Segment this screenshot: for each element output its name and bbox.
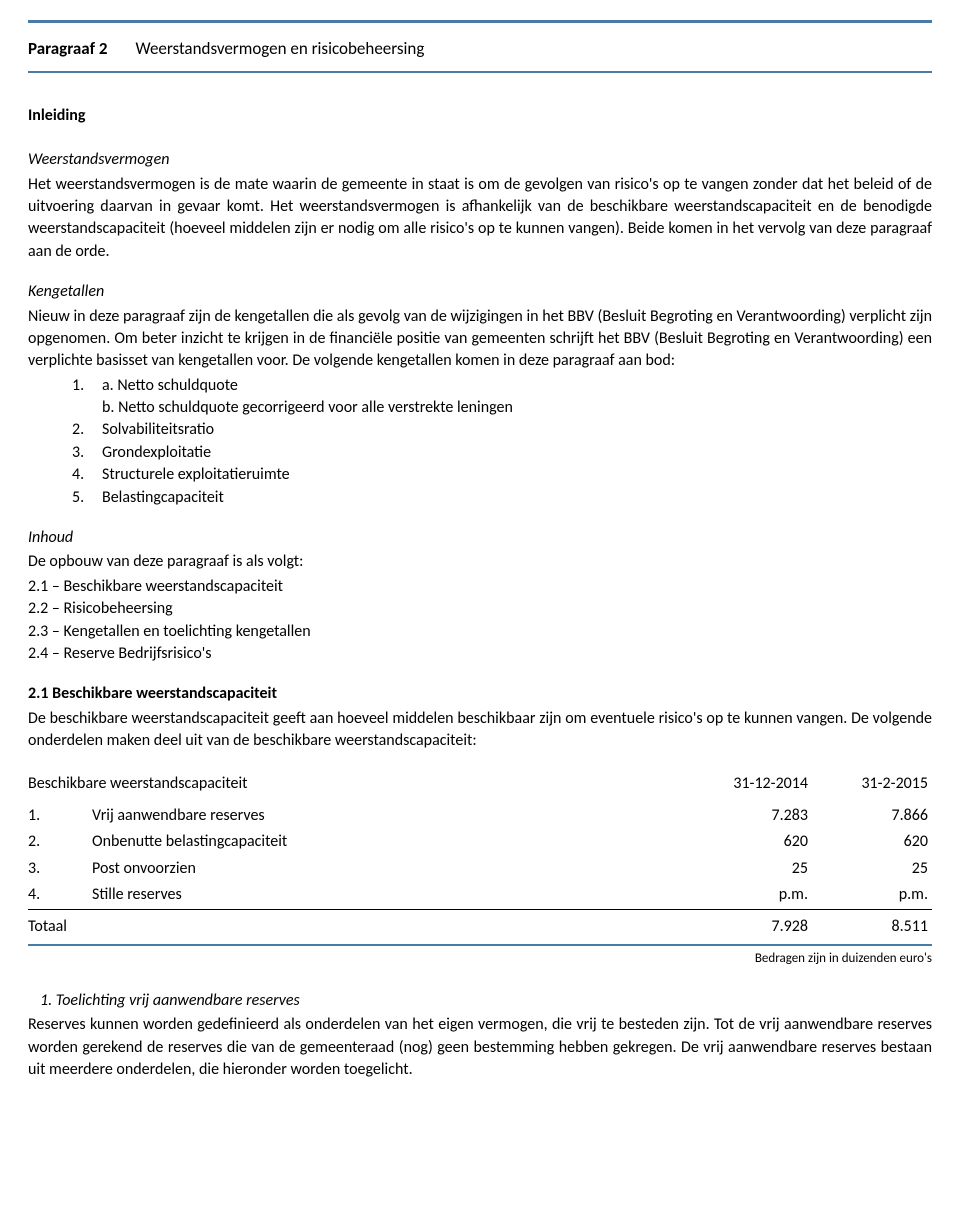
section-label: Paragraaf 2 xyxy=(28,37,107,61)
toelichting1-heading: 1. Toelichting vrij aanwendbare reserves xyxy=(28,990,932,1012)
section-title: Weerstandsvermogen en risicobeheersing xyxy=(135,37,424,61)
row-label: Post onvoorzien xyxy=(88,856,692,882)
row-v1: 25 xyxy=(692,856,812,882)
table-col1: 31-12-2014 xyxy=(692,771,812,803)
row-label: Onbenutte belastingcapaciteit xyxy=(88,829,692,855)
list-label: Solvabiliteitsratio xyxy=(102,419,214,441)
table-row: 3. Post onvoorzien 25 25 xyxy=(28,856,932,882)
inhoud-list: 2.1 – Beschikbare weerstandscapaciteit 2… xyxy=(28,576,932,666)
row-v1: 7.283 xyxy=(692,803,812,829)
table-divider-blue xyxy=(28,945,932,946)
list-item-sub: b. Netto schuldquote gecorrigeerd voor a… xyxy=(72,397,932,419)
table-total-row: Totaal 7.928 8.511 xyxy=(28,910,932,945)
toelichting1-body: Reserves kunnen worden gedefinieerd als … xyxy=(28,1014,932,1081)
inleiding-heading: Inleiding xyxy=(28,105,932,127)
row-v2: 7.866 xyxy=(812,803,932,829)
list-item: 2. Solvabiliteitsratio xyxy=(72,419,932,441)
row-v1: p.m. xyxy=(692,882,812,909)
capacity-table: Beschikbare weerstandscapaciteit 31-12-2… xyxy=(28,771,932,946)
row-num: 1. xyxy=(28,803,88,829)
row-num: 4. xyxy=(28,882,88,909)
list-label: Grondexploitatie xyxy=(102,442,211,464)
table-row: 1. Vrij aanwendbare reserves 7.283 7.866 xyxy=(28,803,932,829)
list-num: 1. xyxy=(72,375,102,397)
list-label: Belastingcapaciteit xyxy=(102,487,224,509)
row-v2: 620 xyxy=(812,829,932,855)
list-label: a. Netto schuldquote xyxy=(102,375,238,397)
inhoud-heading: Inhoud xyxy=(28,527,932,549)
kengetallen-intro: Nieuw in deze paragraaf zijn de kengetal… xyxy=(28,306,932,373)
kengetallen-heading: Kengetallen xyxy=(28,281,932,303)
list-num: 5. xyxy=(72,487,102,509)
section-header: Paragraaf 2 Weerstandsvermogen en risico… xyxy=(28,37,932,61)
weerstandsvermogen-body: Het weerstandsvermogen is de mate waarin… xyxy=(28,174,932,264)
inhoud-item: 2.2 – Risicobeheersing xyxy=(28,598,932,620)
inhoud-item: 2.4 – Reserve Bedrijfsrisico's xyxy=(28,643,932,665)
inhoud-intro: De opbouw van deze paragraaf is als volg… xyxy=(28,551,932,573)
row-v2: 25 xyxy=(812,856,932,882)
list-item: 5. Belastingcapaciteit xyxy=(72,487,932,509)
list-item: 4. Structurele exploitatieruimte xyxy=(72,464,932,486)
table-row: 4. Stille reserves p.m. p.m. xyxy=(28,882,932,909)
row-label: Vrij aanwendbare reserves xyxy=(88,803,692,829)
list-num: 4. xyxy=(72,464,102,486)
list-sublabel: b. Netto schuldquote gecorrigeerd voor a… xyxy=(102,397,513,419)
sec21-heading: 2.1 Beschikbare weerstandscapaciteit xyxy=(28,683,932,705)
kengetallen-list: 1. a. Netto schuldquote b. Netto schuldq… xyxy=(28,375,932,509)
row-num: 3. xyxy=(28,856,88,882)
list-num: 2. xyxy=(72,419,102,441)
table-row: 2. Onbenutte belastingcapaciteit 620 620 xyxy=(28,829,932,855)
list-item: 1. a. Netto schuldquote xyxy=(72,375,932,397)
total-label: Totaal xyxy=(28,910,692,945)
row-num: 2. xyxy=(28,829,88,855)
row-v1: 620 xyxy=(692,829,812,855)
top-rule xyxy=(28,20,932,23)
row-v2: p.m. xyxy=(812,882,932,909)
inhoud-item: 2.3 – Kengetallen en toelichting kengeta… xyxy=(28,621,932,643)
list-label: Structurele exploitatieruimte xyxy=(102,464,290,486)
row-label: Stille reserves xyxy=(88,882,692,909)
total-v2: 8.511 xyxy=(812,910,932,945)
table-col2: 31-2-2015 xyxy=(812,771,932,803)
list-item: 3. Grondexploitatie xyxy=(72,442,932,464)
list-num: 3. xyxy=(72,442,102,464)
mid-rule xyxy=(28,71,932,73)
weerstandsvermogen-heading: Weerstandsvermogen xyxy=(28,149,932,171)
inhoud-item: 2.1 – Beschikbare weerstandscapaciteit xyxy=(28,576,932,598)
table-note: Bedragen zijn in duizenden euro's xyxy=(28,950,932,968)
table-title: Beschikbare weerstandscapaciteit xyxy=(28,771,692,803)
table-header-row: Beschikbare weerstandscapaciteit 31-12-2… xyxy=(28,771,932,803)
sec21-intro: De beschikbare weerstandscapaciteit geef… xyxy=(28,708,932,753)
total-v1: 7.928 xyxy=(692,910,812,945)
